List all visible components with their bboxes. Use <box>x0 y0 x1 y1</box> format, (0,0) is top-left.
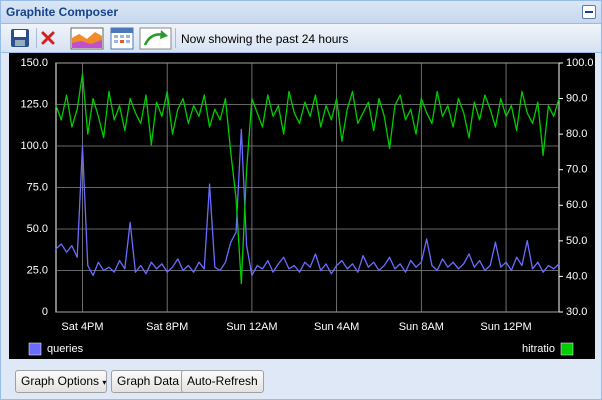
separator <box>36 28 37 48</box>
y2-tick-label: 40.0 <box>566 270 587 282</box>
status-text: Now showing the past 24 hours <box>181 32 349 46</box>
y2-tick-label: 70.0 <box>566 164 587 176</box>
y-tick-label: 50.0 <box>27 223 48 235</box>
x-tick-label: Sun 12PM <box>480 321 531 333</box>
y2-tick-label: 80.0 <box>566 128 587 140</box>
button-label: Auto-Refresh <box>187 374 258 388</box>
legend-label: queries <box>47 343 84 355</box>
legend-label: hitratio <box>522 343 555 355</box>
y-tick-label: 25.0 <box>27 264 48 276</box>
y-tick-label: 150.0 <box>20 57 48 69</box>
x-tick-label: Sun 12AM <box>226 321 277 333</box>
chart-image: 0 25.0 50.0 75.0 100.0 125.0 150.0 30.0 40.0 50.0… <box>9 53 595 359</box>
y-tick-label: 125.0 <box>20 98 48 110</box>
y-tick-label: 100.0 <box>20 140 48 152</box>
y-tick-label: 75.0 <box>27 181 48 193</box>
x-tick-label: Sat 8PM <box>146 321 188 333</box>
x-tick-label: Sun 8AM <box>399 321 444 333</box>
x-tick-label: Sun 4AM <box>314 321 359 333</box>
toolbar-icons <box>11 27 172 50</box>
y2-tick-label: 60.0 <box>566 199 587 211</box>
series-line <box>55 128 560 277</box>
x-tick-label: Sat 4PM <box>61 321 103 333</box>
auto-refresh-button[interactable]: Auto-Refresh <box>181 370 264 393</box>
button-label: Graph Options <box>21 374 100 388</box>
chart: 0 25.0 50.0 75.0 100.0 125.0 150.0 30.0 40.0 50.0… <box>20 57 594 356</box>
y2-tick-label: 50.0 <box>566 235 587 247</box>
graph-icon[interactable] <box>70 27 104 50</box>
graph-data-button[interactable]: Graph Data <box>111 370 186 393</box>
legend-swatch <box>28 342 42 356</box>
y-tick-label: 0 <box>42 306 48 318</box>
separator <box>175 28 176 48</box>
y2-tick-label: 90.0 <box>566 92 587 104</box>
series-line <box>55 73 560 285</box>
save-icon[interactable] <box>11 29 29 47</box>
window-title: Graphite Composer <box>6 5 119 19</box>
title-bar: Graphite Composer <box>1 1 601 24</box>
calendar-icon[interactable] <box>110 27 134 50</box>
toolbar: Now showing the past 24 hours <box>1 24 601 53</box>
button-label: Graph Data <box>117 374 180 388</box>
legend-swatch <box>560 342 574 356</box>
collapse-button[interactable] <box>582 5 596 19</box>
refresh-icon[interactable] <box>139 27 172 50</box>
delete-icon[interactable] <box>41 31 55 45</box>
y2-tick-label: 30.0 <box>566 306 587 318</box>
graph-options-button[interactable]: Graph Options ▾ <box>15 370 107 393</box>
bottom-toolbar: Graph Options ▾ Graph Data Auto-Refresh <box>1 361 601 399</box>
y2-tick-label: 100.0 <box>566 57 594 69</box>
